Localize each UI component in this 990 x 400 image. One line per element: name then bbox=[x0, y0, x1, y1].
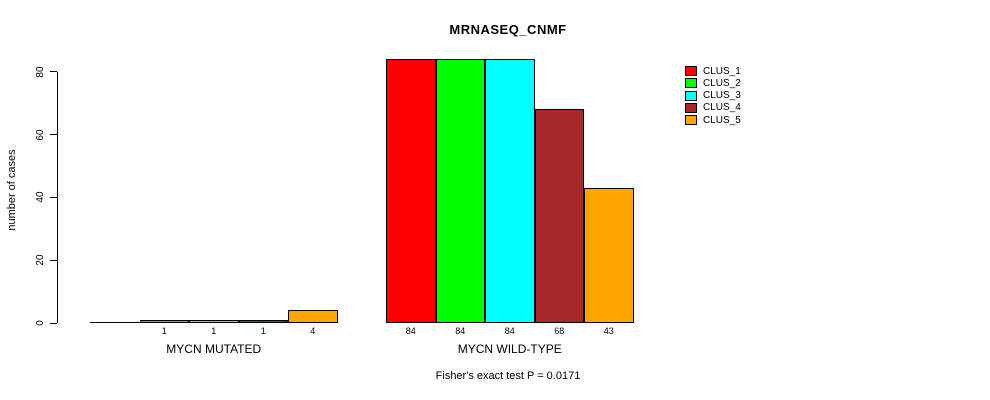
bar-zero-line bbox=[90, 322, 140, 323]
bar bbox=[189, 320, 239, 323]
y-axis-tick-label: 60 bbox=[35, 129, 46, 141]
bar bbox=[584, 188, 634, 323]
y-axis-tick-label: 0 bbox=[35, 320, 46, 326]
bar bbox=[435, 59, 485, 323]
bar bbox=[139, 320, 189, 323]
bar-value-label: 1 bbox=[260, 326, 266, 336]
bar bbox=[534, 109, 584, 323]
chart-title: MRNASEQ_CNMF bbox=[449, 22, 567, 37]
legend-label: CLUS_2 bbox=[703, 77, 741, 89]
y-axis-tick bbox=[50, 259, 57, 261]
y-axis-tick-label: 80 bbox=[35, 66, 46, 78]
bar-value-label: 84 bbox=[504, 326, 515, 336]
bar-value-label: 43 bbox=[603, 326, 614, 336]
y-axis-tick bbox=[50, 71, 57, 73]
legend-label: CLUS_1 bbox=[703, 65, 741, 77]
y-axis-line bbox=[57, 72, 58, 323]
bar bbox=[288, 310, 338, 323]
legend-label: CLUS_5 bbox=[703, 114, 741, 126]
y-axis-tick-label: 40 bbox=[35, 191, 46, 203]
y-axis-tick bbox=[50, 322, 57, 324]
y-axis-tick bbox=[50, 196, 57, 198]
legend-swatch bbox=[685, 102, 697, 113]
x-axis-group-label: MYCN WILD-TYPE bbox=[457, 342, 562, 356]
bar-value-label: 84 bbox=[405, 326, 416, 336]
x-axis-group-label: MYCN MUTATED bbox=[166, 342, 262, 356]
bar-value-label: 84 bbox=[455, 326, 466, 336]
y-axis-label: number of cases bbox=[6, 149, 18, 231]
legend-swatch bbox=[685, 115, 697, 125]
y-axis-tick-label: 20 bbox=[35, 254, 46, 266]
legend-label: CLUS_4 bbox=[703, 102, 741, 114]
bar bbox=[386, 59, 436, 323]
legend-label: CLUS_3 bbox=[703, 90, 741, 101]
bar-value-label: 1 bbox=[211, 326, 217, 336]
legend-swatch bbox=[685, 90, 697, 101]
bar-value-label: 68 bbox=[554, 326, 565, 336]
bar bbox=[238, 320, 288, 323]
bar-value-label: 4 bbox=[310, 326, 316, 336]
bar bbox=[485, 59, 535, 323]
bar-value-label: 1 bbox=[161, 326, 167, 336]
legend-swatch bbox=[685, 78, 697, 89]
footnote-text: Fisher's exact test P = 0.0171 bbox=[435, 370, 581, 382]
legend-swatch bbox=[685, 66, 697, 76]
y-axis-tick bbox=[50, 134, 57, 136]
